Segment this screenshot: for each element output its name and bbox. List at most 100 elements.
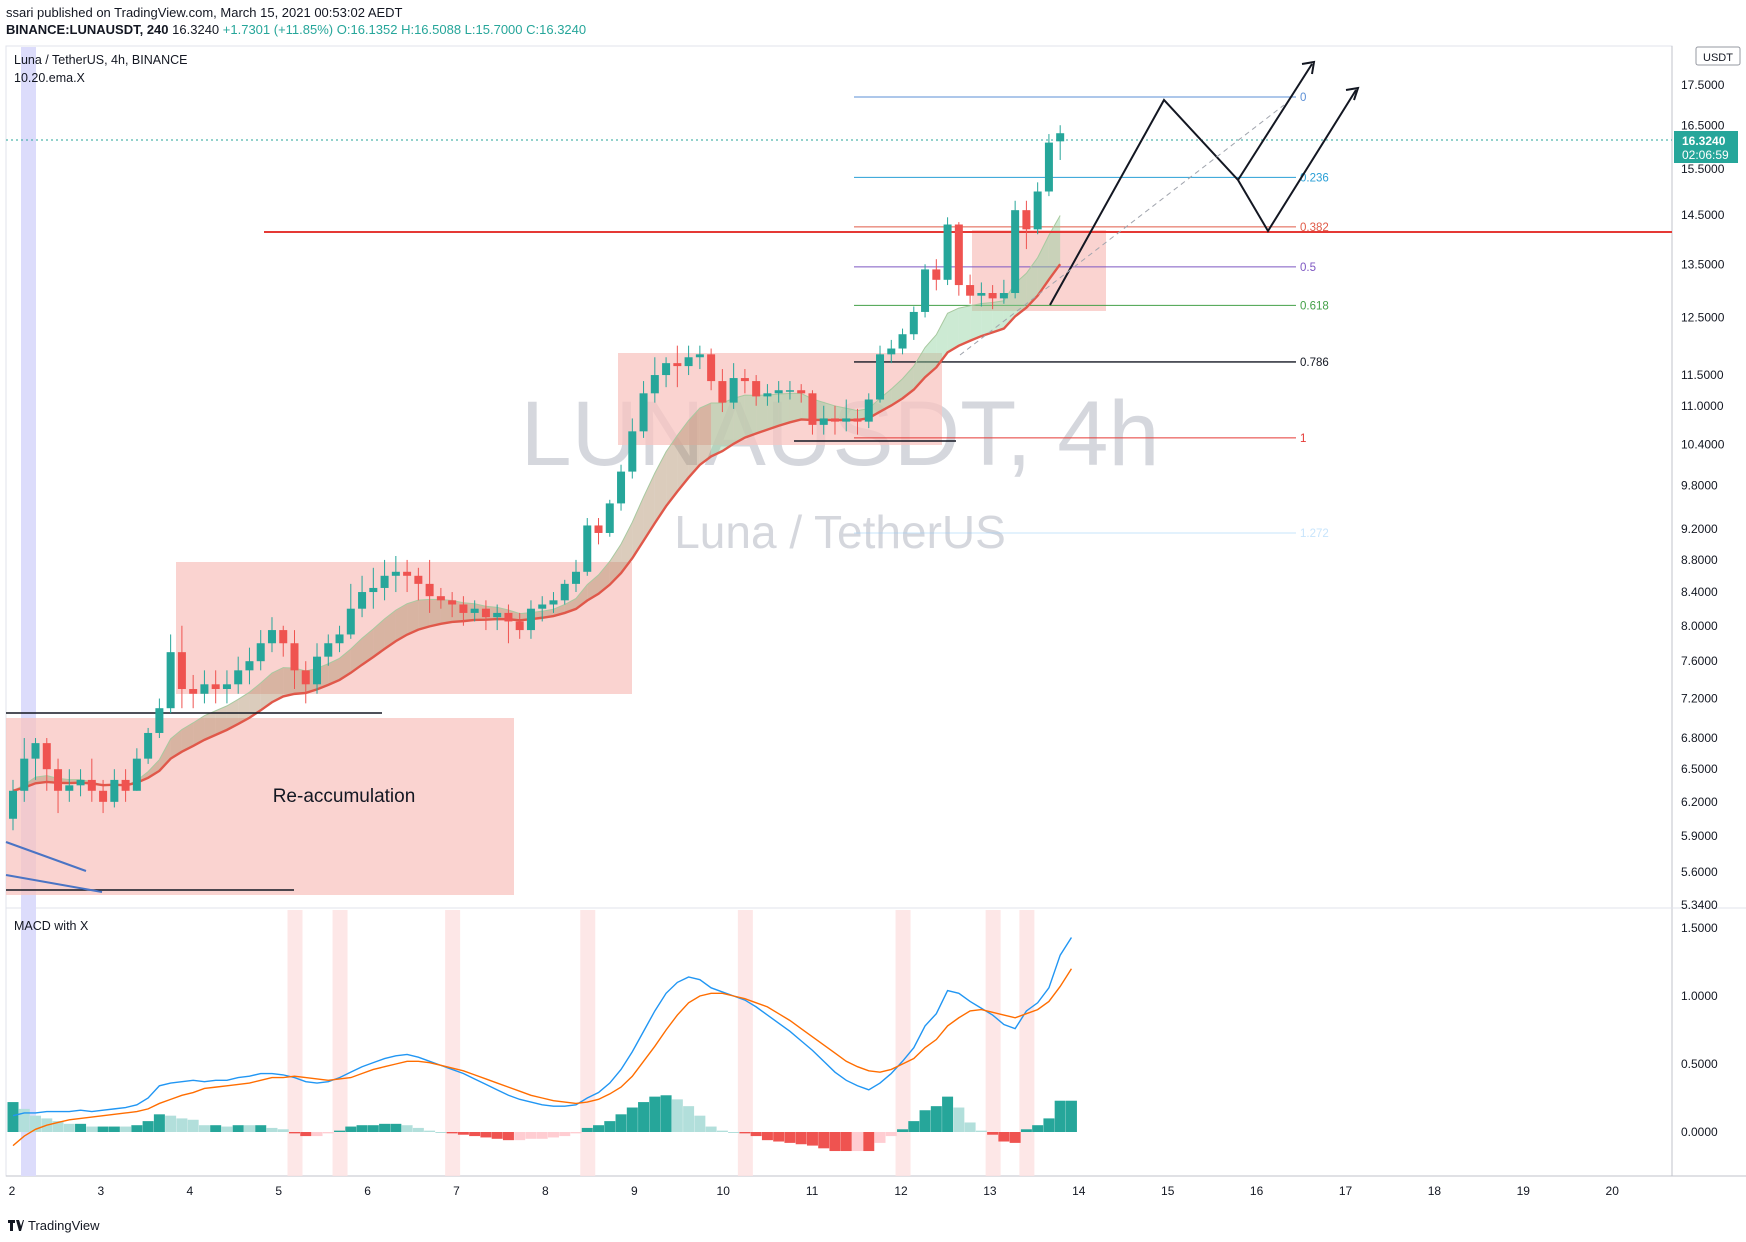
histogram-bar xyxy=(108,1126,120,1132)
candle-body xyxy=(819,418,828,425)
histogram-bar xyxy=(683,1106,695,1132)
ema-fill-segment xyxy=(936,313,948,368)
price-tick-label: 10.4000 xyxy=(1681,438,1725,452)
macd-tick-label: 1.5000 xyxy=(1681,921,1718,935)
time-axis[interactable]: 2 3 4 5 6 7 8 9 10 11 12 13 14 15 16 17 18 19 20 xyxy=(9,1184,1620,1198)
projection-leg-up[interactable] xyxy=(1237,63,1313,181)
candle-body xyxy=(1056,133,1065,142)
candle-body xyxy=(54,769,63,791)
footer[interactable]: TradingView xyxy=(8,1218,100,1233)
candle-body xyxy=(864,399,873,422)
histogram-bar xyxy=(97,1126,109,1132)
candle-body xyxy=(560,583,569,601)
cross-highlight xyxy=(985,910,1001,1176)
price-tick-label: 5.9000 xyxy=(1681,829,1718,843)
candle-body xyxy=(515,621,524,631)
candle-body xyxy=(301,670,310,685)
histogram-bar xyxy=(773,1132,785,1142)
ema-fill-segment xyxy=(767,394,779,430)
histogram-bar xyxy=(964,1122,976,1132)
histogram-bar xyxy=(705,1126,717,1132)
symbol-name[interactable]: BINANCE:LUNAUSDT, 240 xyxy=(6,22,169,37)
ema-fill-segment xyxy=(981,302,993,337)
trend-line-a[interactable] xyxy=(5,841,87,872)
histogram-bar xyxy=(277,1129,289,1132)
arrow-head-icon xyxy=(1345,86,1360,101)
time-tick-label: 7 xyxy=(453,1184,460,1198)
candle-body xyxy=(267,630,276,644)
macd-axis[interactable]: 1.5000 1.0000 0.5000 0.0000 xyxy=(1681,921,1718,1139)
time-tick-label: 17 xyxy=(1339,1184,1353,1198)
price-tick-label: 8.8000 xyxy=(1681,553,1718,567)
ema-fill-segment xyxy=(1003,283,1016,329)
signal-line xyxy=(12,968,1073,1147)
histogram-bar xyxy=(919,1110,931,1132)
candle-body xyxy=(346,608,355,635)
histogram-bar xyxy=(210,1125,222,1132)
histogram-bar xyxy=(694,1115,706,1132)
time-tick-label: 15 xyxy=(1161,1184,1175,1198)
macd-label[interactable]: MACD with X xyxy=(14,919,89,933)
ema-fill-segment xyxy=(947,308,959,353)
fib-level-label: 1.272 xyxy=(1300,528,1329,540)
projection-branch[interactable] xyxy=(1130,180,1238,215)
time-tick-label: 19 xyxy=(1517,1184,1531,1198)
candle-body xyxy=(853,418,862,422)
ema-fill-segment xyxy=(418,599,430,630)
histogram-bar xyxy=(547,1132,559,1138)
histogram-bar xyxy=(1043,1118,1055,1132)
histogram-bar xyxy=(243,1125,255,1132)
price-tick-label: 16.5000 xyxy=(1681,119,1725,133)
histogram-bar xyxy=(671,1099,683,1132)
candle-body xyxy=(729,378,738,403)
candle-body xyxy=(752,381,761,397)
candle-body xyxy=(639,393,648,432)
currency-badge[interactable] xyxy=(1695,46,1741,66)
symbol-ohlc-line: BINANCE:LUNAUSDT, 240 16.3240 +1.7301 (+… xyxy=(6,22,586,37)
ema-fill-segment xyxy=(744,395,757,438)
histogram-bar xyxy=(795,1132,807,1145)
candle-body xyxy=(932,269,941,280)
histogram-bar xyxy=(1032,1125,1044,1132)
candle-body xyxy=(898,334,907,349)
trend-line-b[interactable] xyxy=(5,874,103,893)
candle-body xyxy=(1044,142,1053,192)
histogram-bar xyxy=(908,1121,920,1132)
time-tick-label: 18 xyxy=(1428,1184,1442,1198)
last-price: 16.3240 xyxy=(172,22,220,37)
time-tick-label: 12 xyxy=(894,1184,908,1198)
projection-arrow-up[interactable] xyxy=(1164,66,1310,100)
candle-body xyxy=(155,708,164,733)
time-tick-label: 8 xyxy=(542,1184,549,1198)
candle-body xyxy=(954,224,963,286)
histogram-bar xyxy=(289,1132,300,1134)
price-axis[interactable]: 17.5000 16.5000 15.5000 14.5000 13.5000 12.50… xyxy=(1681,78,1725,912)
fibonacci-retracement[interactable]: 0 0.236 0.382 0.5 0.618 0.786 1 1.272 xyxy=(854,92,1329,540)
candle-body xyxy=(380,575,389,588)
histogram-bar xyxy=(63,1123,75,1132)
time-tick-label: 16 xyxy=(1250,1184,1264,1198)
histogram-bar xyxy=(502,1132,514,1141)
candle-body xyxy=(42,743,51,770)
projection-upper-path[interactable] xyxy=(1164,66,1308,100)
ema-fill-segment xyxy=(429,599,441,627)
ema-fill-segment xyxy=(722,398,734,452)
candle-body xyxy=(1011,210,1020,294)
histogram-bar xyxy=(739,1132,751,1134)
histogram-bar xyxy=(536,1132,548,1139)
candle-body xyxy=(797,390,806,394)
candle-body xyxy=(594,525,603,533)
candle-body xyxy=(65,785,74,791)
candle-body xyxy=(87,779,96,791)
price-tick-label: 14.5000 xyxy=(1681,208,1725,222)
indicator-label[interactable]: 10.20.ema.X xyxy=(14,71,86,85)
candle-body xyxy=(988,293,997,299)
candle-body xyxy=(1022,210,1031,230)
histogram-bar xyxy=(806,1132,818,1146)
candle-body xyxy=(177,652,186,690)
ema-fill-segment xyxy=(846,408,858,421)
candle-body xyxy=(966,285,975,296)
candle-body xyxy=(459,604,468,613)
histogram-bar xyxy=(491,1132,503,1139)
